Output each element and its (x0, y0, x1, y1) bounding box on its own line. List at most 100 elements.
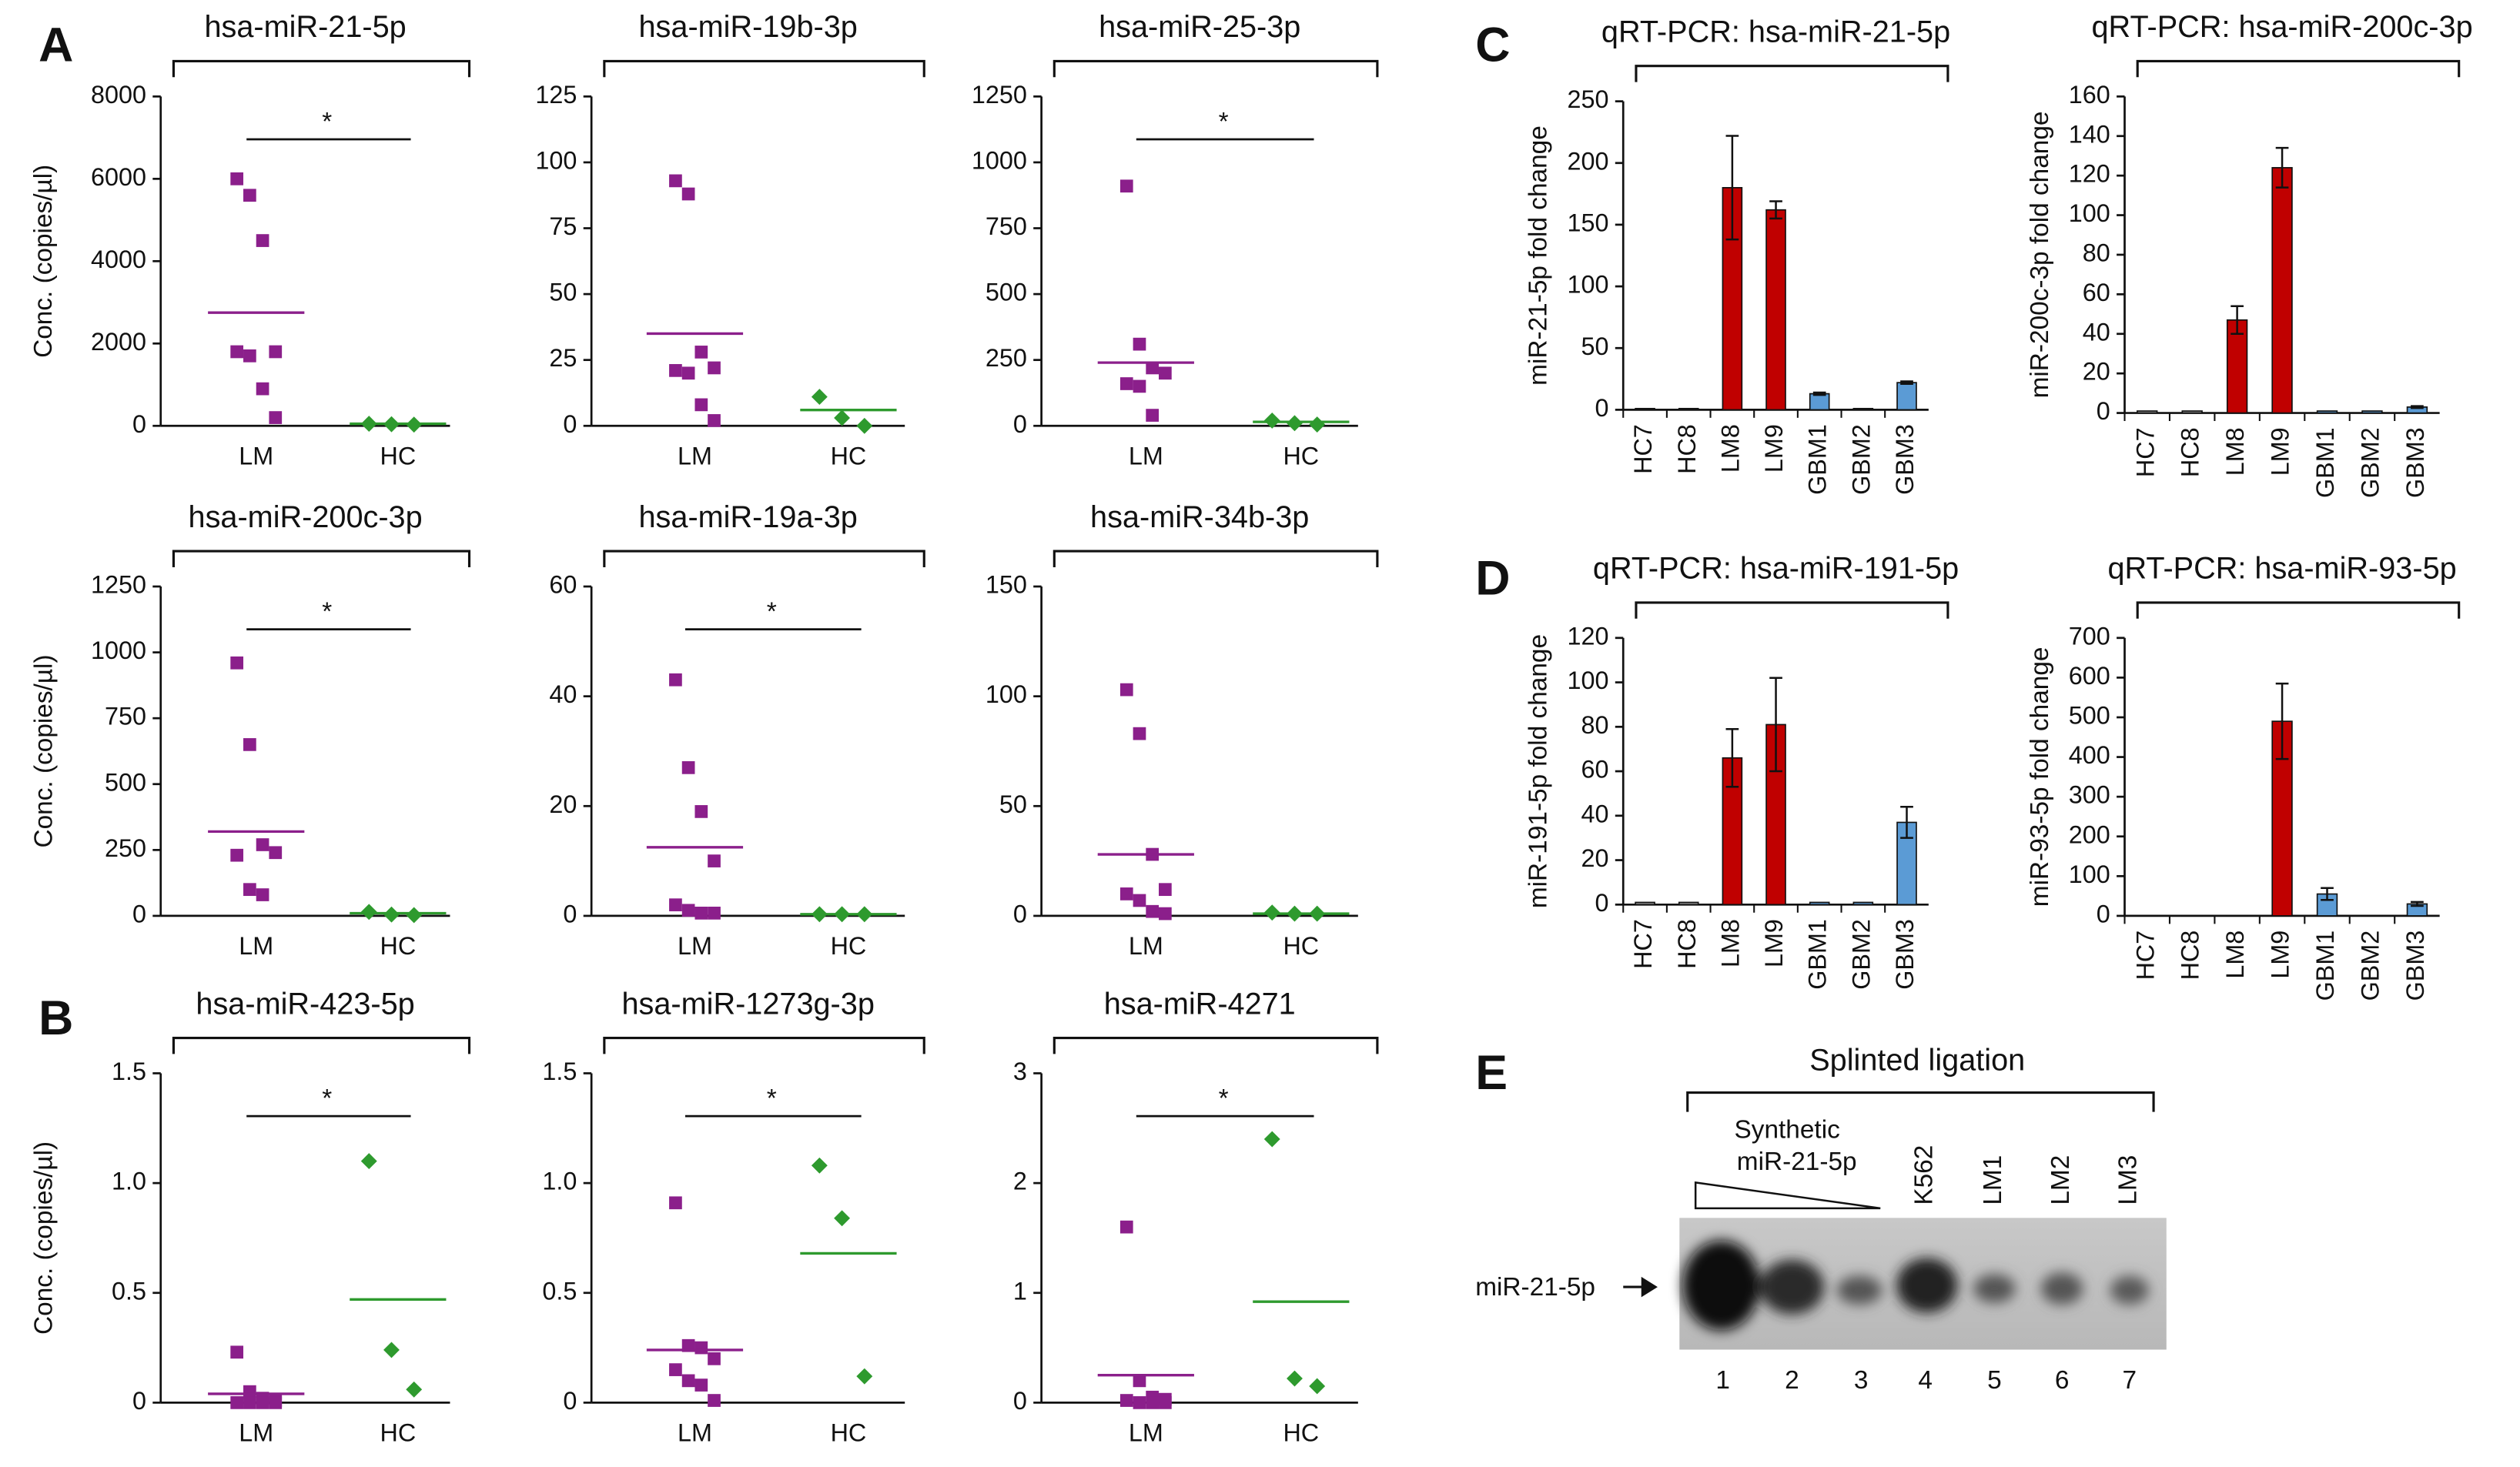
y-tick-label: 1.5 (112, 1058, 146, 1085)
bar (1852, 407, 1874, 411)
y-tick-label: 500 (105, 768, 146, 796)
x-tick-label: GBM3 (2401, 427, 2429, 498)
bracket (1053, 1036, 1379, 1054)
y-tick-label: 0 (1013, 900, 1027, 927)
data-point (669, 174, 682, 188)
y-tick-label: 0 (2097, 900, 2110, 927)
chart-title: hsa-miR-34b-3p (1090, 500, 1309, 534)
y-tick-label: 8000 (91, 81, 146, 109)
y-tick-label: 120 (2069, 160, 2110, 188)
x-tick-label: LM9 (2267, 931, 2294, 979)
data-point (694, 907, 708, 920)
x-tick-label: LM9 (1760, 424, 1788, 473)
y-tick-label: 150 (1567, 209, 1608, 236)
chart-title: hsa-miR-21-5p (204, 10, 406, 44)
data-point (1309, 1378, 1326, 1395)
y-tick-label: 400 (2069, 741, 2110, 769)
x-tick-label: LM (678, 932, 712, 960)
data-point (230, 345, 244, 359)
x-tick-label: HC (380, 1419, 416, 1447)
y-tick-label: 80 (1581, 711, 1608, 739)
lane-number: 3 (1854, 1366, 1869, 1395)
gel-title: Splinted ligation (1809, 1043, 2025, 1077)
lane-label: LM1 (1979, 1155, 2007, 1205)
y-tick-label: 750 (986, 212, 1027, 240)
x-tick-label: GBM2 (2357, 427, 2384, 498)
data-point (1133, 727, 1146, 740)
y-tick-label: 60 (2083, 279, 2110, 306)
data-point (856, 417, 873, 434)
y-tick-label: 40 (549, 680, 577, 708)
y-tick-label: 60 (1581, 756, 1608, 784)
data-point (708, 907, 721, 920)
data-point (669, 898, 682, 912)
y-tick-label: 80 (2083, 239, 2110, 267)
x-tick-label: HC8 (1673, 919, 1701, 969)
data-point (1146, 361, 1160, 375)
y-tick-label: 1000 (972, 146, 1027, 174)
chart-title: hsa-miR-4271 (1104, 987, 1296, 1021)
data-point (256, 234, 269, 247)
x-tick-label: GBM2 (1847, 424, 1875, 495)
bracket (2136, 59, 2461, 78)
x-tick-label: LM (239, 443, 273, 470)
x-tick-label: GBM1 (1804, 919, 1832, 990)
x-tick-label: LM (678, 1419, 712, 1447)
panel-letter: D (1475, 551, 1510, 605)
band-label: miR-21-5p (1475, 1273, 1595, 1302)
x-tick-label: LM8 (1716, 424, 1744, 473)
data-point (1287, 415, 1303, 432)
data-point (1119, 887, 1133, 901)
y-tick-label: 40 (1581, 800, 1608, 827)
data-point (230, 848, 244, 862)
x-tick-label: HC (831, 932, 867, 960)
arrow (1623, 1276, 1658, 1298)
y-tick-label: 0 (132, 900, 146, 927)
y-tick-label: 0 (1595, 889, 1608, 917)
chart-title: hsa-miR-200c-3p (189, 500, 423, 534)
y-tick-label: 0.5 (112, 1277, 146, 1305)
y-tick-label: 20 (2083, 358, 2110, 386)
data-point (1159, 366, 1172, 380)
band (1896, 1258, 1958, 1313)
y-tick-label: 6000 (91, 163, 146, 191)
x-tick-label: HC (1283, 1419, 1319, 1447)
data-point (834, 1210, 851, 1227)
y-tick-label: 40 (2083, 318, 2110, 346)
chart-title: hsa-miR-1273g-3p (621, 987, 874, 1021)
data-point (834, 409, 851, 426)
data-point (1133, 894, 1146, 907)
y-tick-label: 100 (1567, 667, 1608, 694)
data-point (669, 1196, 682, 1210)
data-point (681, 1374, 695, 1388)
bracket (1053, 59, 1379, 78)
data-point (694, 805, 708, 818)
significance-label: * (322, 598, 332, 627)
error-bar (2321, 887, 2334, 901)
y-tick-label: 0 (132, 410, 146, 438)
y-tick-label: 500 (2069, 702, 2110, 730)
x-tick-label: HC (831, 443, 867, 470)
panel-letter: E (1475, 1046, 1508, 1100)
error-bar (1812, 391, 1826, 396)
bar (1896, 382, 1917, 411)
x-tick-label: GBM1 (2311, 931, 2339, 1001)
y-axis-label: Conc. (copies/µl) (29, 1141, 58, 1335)
bracket (2136, 601, 2461, 619)
y-tick-label: 1.0 (542, 1168, 577, 1195)
y-tick-label: 100 (2069, 199, 2110, 227)
y-tick-label: 2000 (91, 328, 146, 356)
bar (2271, 167, 2293, 414)
error-bar (1725, 135, 1739, 241)
data-point (243, 1385, 256, 1398)
data-point (230, 172, 244, 185)
bar (2226, 319, 2248, 414)
y-tick-label: 1 (1013, 1277, 1027, 1305)
y-tick-label: 50 (999, 790, 1027, 818)
data-point (256, 382, 269, 396)
y-tick-label: 2 (1013, 1168, 1027, 1195)
x-tick-label: LM (1129, 443, 1163, 470)
x-tick-label: HC7 (1629, 919, 1657, 969)
y-tick-label: 0 (1013, 1387, 1027, 1415)
